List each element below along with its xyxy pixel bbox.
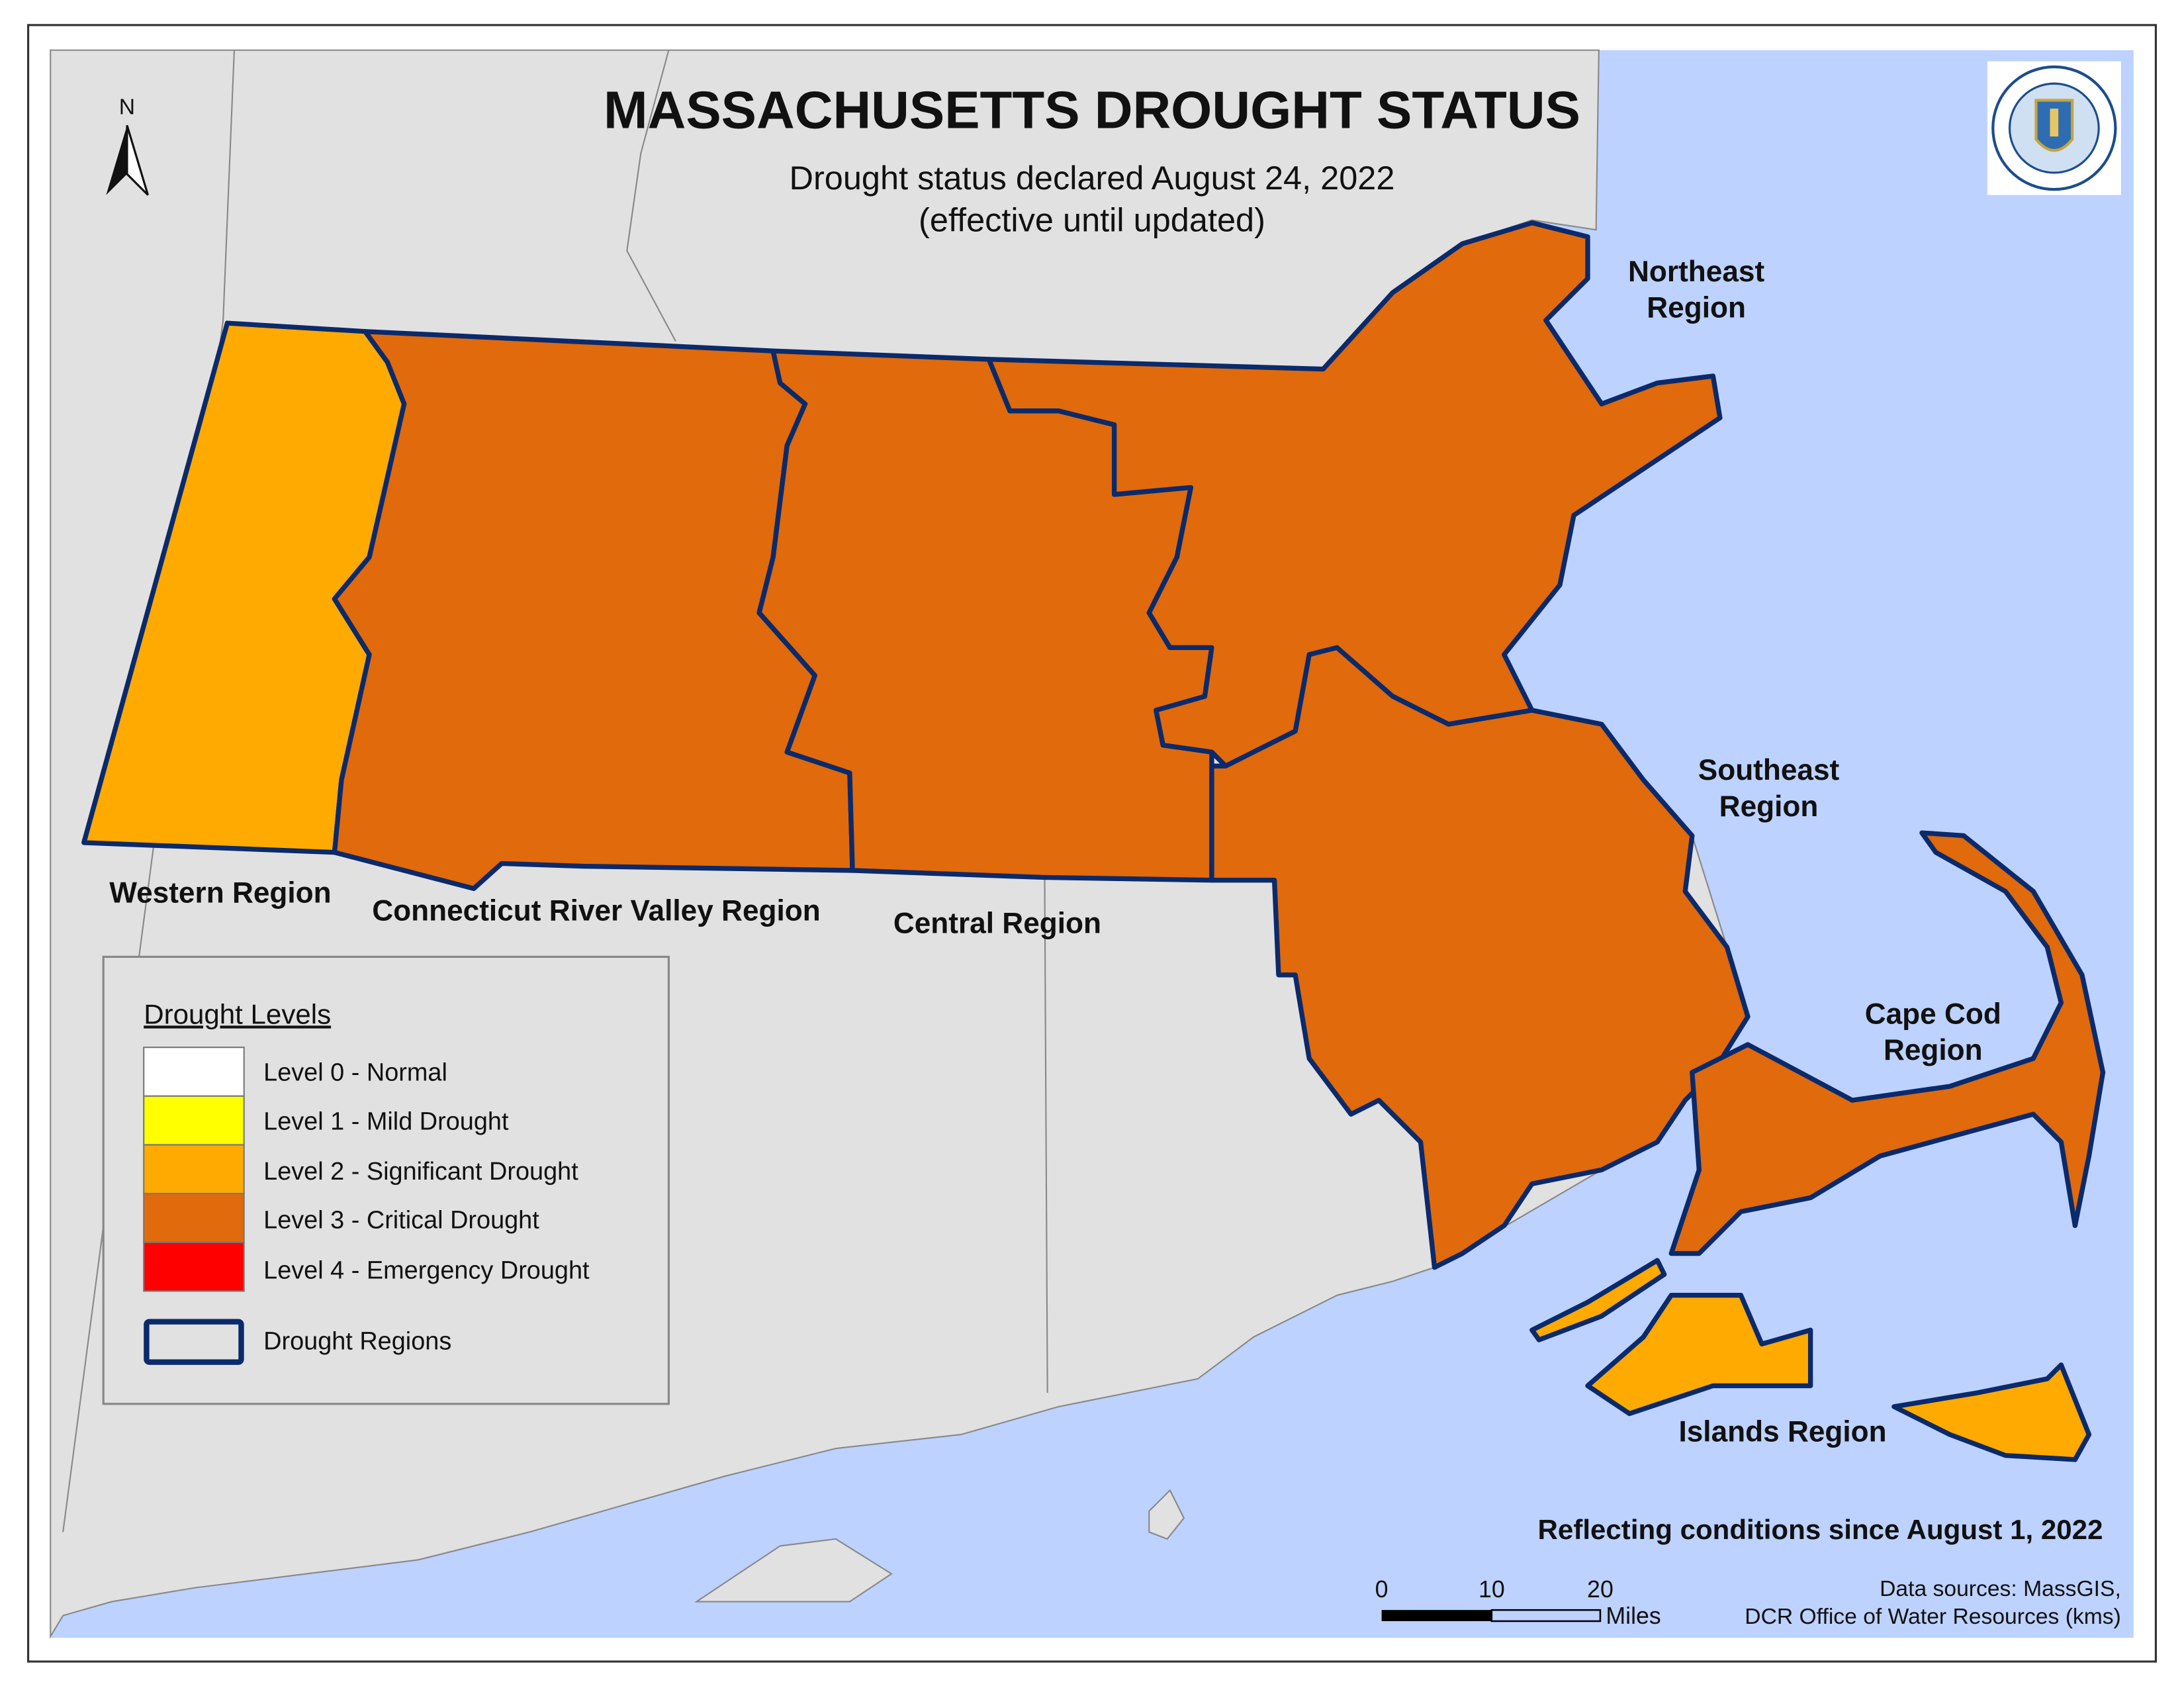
map-title: MASSACHUSETTS DROUGHT STATUS (604, 81, 1580, 140)
legend-swatch-regions (144, 1319, 244, 1365)
sources-line1: Data sources: MassGIS, (1880, 1577, 2121, 1601)
scale-unit: Miles (1606, 1603, 1661, 1629)
massachusetts-seal-icon (1987, 61, 2121, 195)
map-subtitle-line1: Drought status declared August 24, 2022 (790, 159, 1395, 197)
vt-nh-border (626, 50, 676, 342)
svg-text:N: N (119, 95, 135, 120)
ct-ri-border (1044, 877, 1048, 1393)
region-islands-nantucket[interactable] (1891, 1362, 2092, 1462)
elizabeth-islands (1529, 1258, 1667, 1342)
region-southeast[interactable] (1209, 645, 1751, 1270)
legend-swatch-level4 (143, 1241, 245, 1292)
legend-label-regions: Drought Regions (263, 1328, 451, 1356)
conditions-note: Reflecting conditions since August 1, 20… (1538, 1514, 2103, 1545)
legend-swatch-level0 (143, 1047, 245, 1097)
label-cape-cod-line2: Region (1884, 1034, 1983, 1066)
label-southeast-line1: Southeast (1698, 754, 1840, 786)
legend: Drought Levels Level 0 - Normal Level 1 … (102, 955, 670, 1405)
map-subtitle-line2: (effective until updated) (919, 201, 1265, 238)
legend-swatch-level3 (143, 1193, 245, 1243)
long-island-east (694, 1538, 893, 1603)
label-western: Western Region (109, 876, 331, 909)
scale-bar: 0 10 20 Miles (1375, 1576, 1661, 1629)
region-islands-marthas-vineyard[interactable] (1585, 1293, 1813, 1417)
legend-label-level3: Level 3 - Critical Drought (263, 1207, 539, 1235)
legend-swatch-level1 (143, 1095, 245, 1146)
label-northeast-line1: Northeast (1628, 256, 1764, 288)
legend-swatch-level2 (143, 1144, 245, 1195)
legend-title: Drought Levels (144, 998, 331, 1029)
block-island (1148, 1489, 1185, 1540)
label-cape-cod-line1: Cape Cod (1865, 998, 2001, 1030)
scale-tick-0: 0 (1375, 1576, 1388, 1603)
label-crv: Connecticut River Valley Region (372, 895, 820, 927)
legend-label-level2: Level 2 - Significant Drought (263, 1158, 578, 1186)
sources-line2: DCR Office of Water Resources (kms) (1745, 1605, 2121, 1629)
label-islands: Islands Region (1678, 1416, 1886, 1448)
scale-tick-20: 20 (1587, 1576, 1614, 1603)
legend-label-level4: Level 4 - Emergency Drought (263, 1256, 590, 1284)
region-cape-cod[interactable] (1668, 830, 2106, 1256)
legend-label-level1: Level 1 - Mild Drought (263, 1107, 509, 1135)
legend-label-level0: Level 0 - Normal (263, 1059, 447, 1087)
scale-tick-10: 10 (1479, 1576, 1505, 1603)
label-northeast-line2: Region (1647, 292, 1746, 324)
label-central: Central Region (893, 908, 1101, 940)
label-southeast-line2: Region (1719, 790, 1819, 823)
